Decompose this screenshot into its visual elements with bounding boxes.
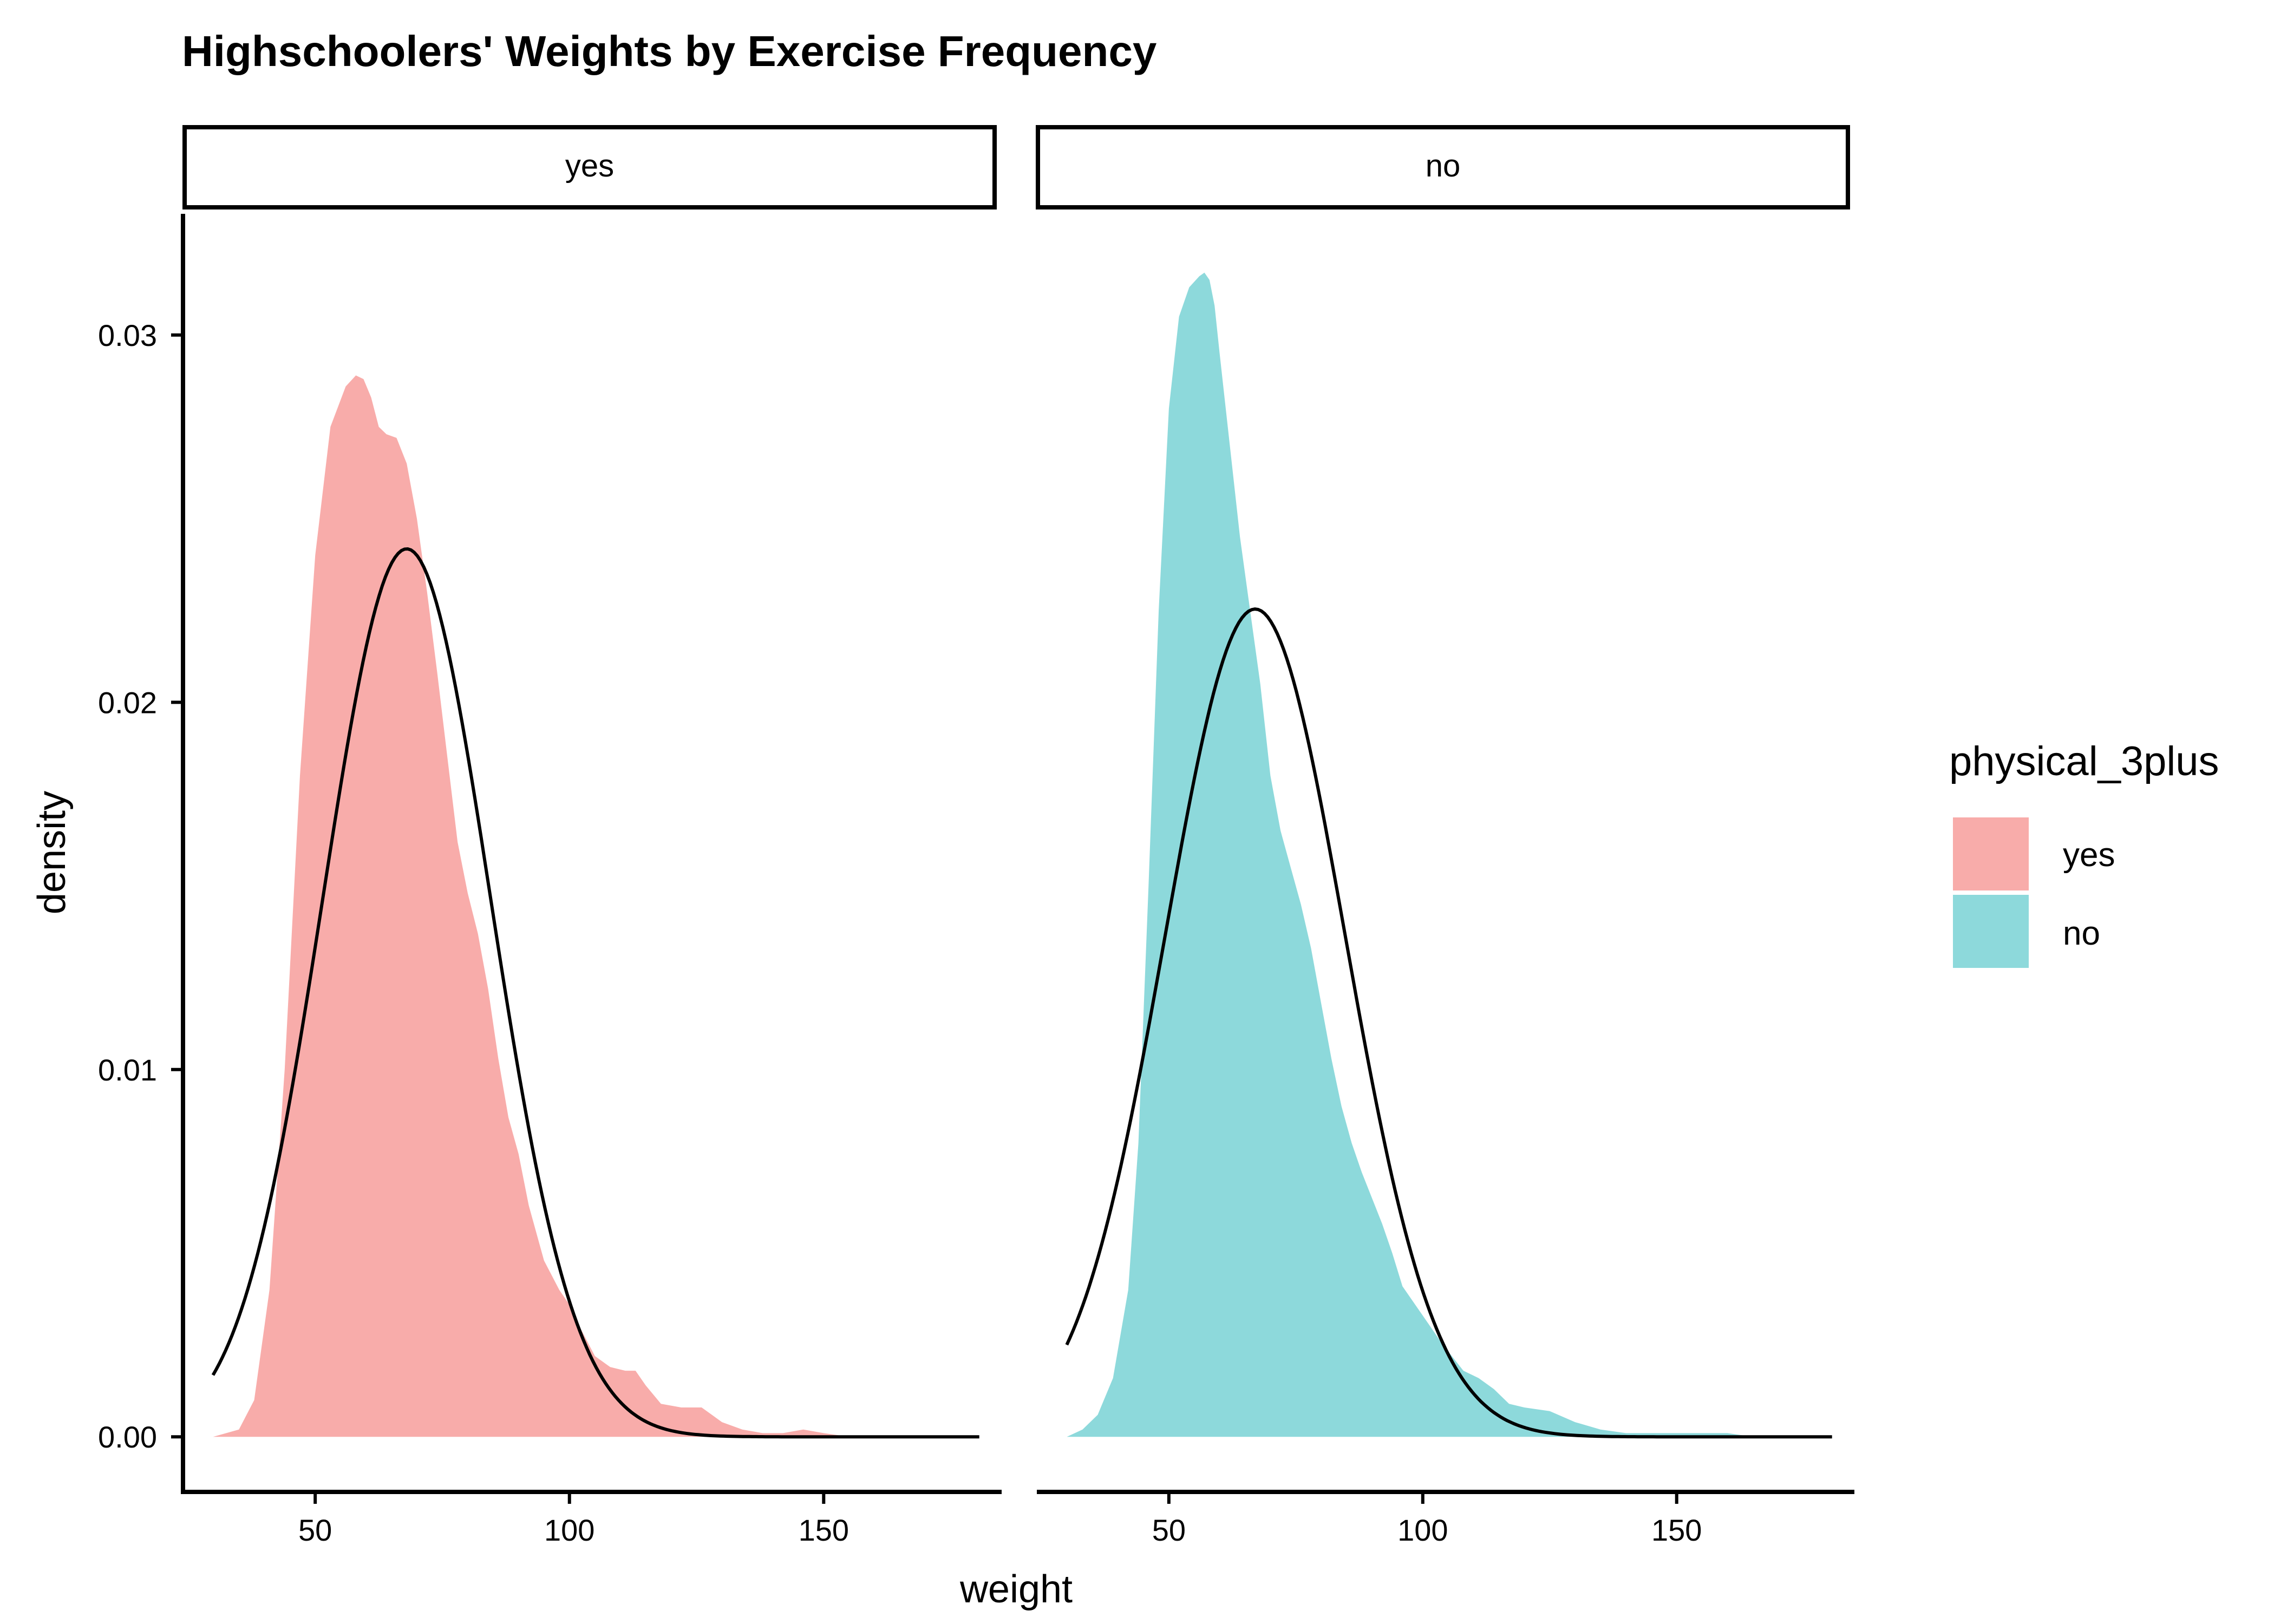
normal-curve-yes bbox=[211, 547, 979, 1439]
x-tick-label: 100 bbox=[544, 1513, 594, 1547]
legend-title: physical_3plus bbox=[1949, 738, 2219, 784]
chart-title: Highschoolers' Weights by Exercise Frequ… bbox=[182, 27, 1157, 75]
legend-label-no: no bbox=[2063, 915, 2100, 952]
normal-curve-no bbox=[1065, 607, 1832, 1439]
panel-yes bbox=[211, 375, 979, 1439]
facet-strip-yes: yes bbox=[182, 125, 997, 209]
density-area-yes bbox=[213, 375, 878, 1437]
legend-swatch-yes bbox=[1953, 817, 2029, 890]
x-tick-label: 150 bbox=[799, 1513, 849, 1547]
x-tick-label: 150 bbox=[1651, 1513, 1702, 1547]
y-tick-label: 0.03 bbox=[98, 318, 157, 352]
density-area-no bbox=[1067, 272, 1789, 1437]
x-tick-label: 50 bbox=[298, 1513, 332, 1547]
facet-label-no: no bbox=[1426, 148, 1461, 184]
axes: 0.00 0.01 0.02 0.03 50 100 150 50 100 150 bbox=[98, 214, 1854, 1547]
x-tick-label: 100 bbox=[1397, 1513, 1448, 1547]
legend-swatch-no bbox=[1953, 895, 2029, 968]
legend: physical_3plus yes no bbox=[1949, 738, 2219, 968]
x-tick-label: 50 bbox=[1152, 1513, 1186, 1547]
facet-strip-no: no bbox=[1036, 125, 1850, 209]
x-ticks: 50 100 150 50 100 150 bbox=[298, 1492, 1702, 1547]
legend-label-yes: yes bbox=[2063, 836, 2115, 874]
facet-label-yes: yes bbox=[565, 148, 614, 184]
y-tick-label: 0.01 bbox=[98, 1053, 157, 1087]
y-axis-label: density bbox=[30, 791, 74, 914]
y-tick-label: 0.02 bbox=[98, 685, 157, 719]
y-ticks: 0.00 0.01 0.02 0.03 bbox=[98, 318, 183, 1454]
y-tick-label: 0.00 bbox=[98, 1420, 157, 1454]
x-axis-label: weight bbox=[959, 1568, 1073, 1611]
panel-no bbox=[1065, 272, 1832, 1439]
